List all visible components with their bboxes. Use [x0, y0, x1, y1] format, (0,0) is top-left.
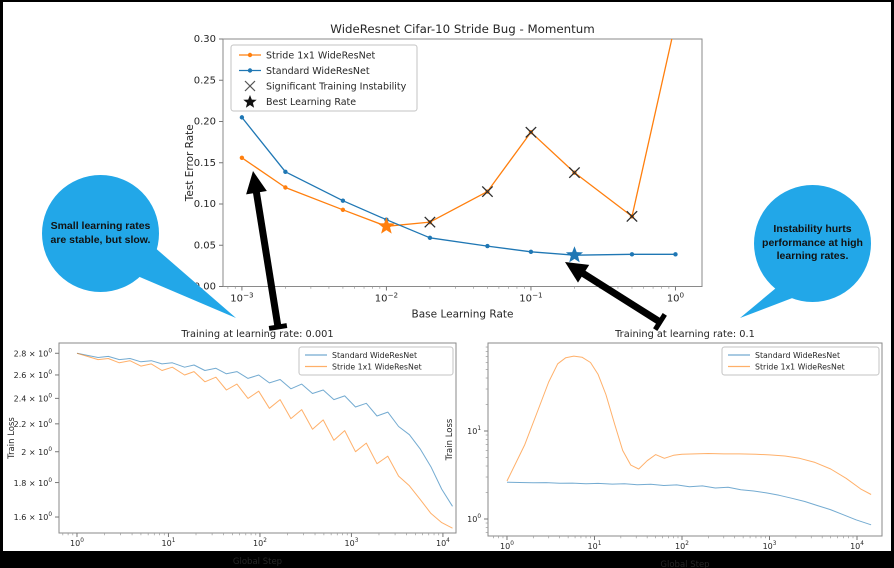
svg-text:2.2 × 100: 2.2 × 100 [14, 419, 53, 429]
series-line [241, 116, 676, 256]
svg-text:102: 102 [253, 538, 267, 548]
chart-title: WideResnet Cifar-10 Stride Bug - Momentu… [330, 22, 594, 36]
annotation-arrow-left [246, 171, 288, 331]
star-marker [377, 217, 395, 234]
data-point [340, 207, 346, 212]
bubble-tail-left [128, 246, 236, 318]
data-point [283, 185, 288, 190]
svg-text:102: 102 [675, 541, 689, 551]
annotation-bubble-left: Small learning rates are stable, but slo… [42, 175, 159, 292]
bubble-text-line: performance at high [762, 236, 863, 249]
legend-label: Stride 1x1 WideResNet [266, 50, 376, 61]
bubble-text-line: Instability hurts [773, 223, 852, 236]
x-marker [244, 80, 256, 92]
svg-text:10−2: 10−2 [375, 291, 398, 305]
data-point [239, 155, 245, 160]
svg-text:101: 101 [467, 426, 481, 436]
legend-label: Stride 1x1 WideResNet [332, 362, 422, 371]
annotation-bubble-right: Instability hurts performance at high le… [754, 185, 871, 302]
svg-text:104: 104 [436, 538, 450, 548]
chart-title: Training at learning rate: 0.001 [180, 329, 333, 340]
bubble-tail-right [740, 288, 795, 318]
chart-title: Training at learning rate: 0.1 [614, 329, 755, 340]
bubble-text-line: are stable, but slow. [50, 233, 151, 246]
star-marker [565, 246, 583, 263]
series-line [241, 39, 673, 227]
svg-text:1.6 × 100: 1.6 × 100 [14, 512, 53, 522]
data-point [485, 243, 490, 249]
annotation-arrow-right [565, 262, 667, 331]
legend-box [721, 346, 880, 376]
legend-box [298, 346, 454, 376]
svg-text:100: 100 [70, 538, 84, 548]
svg-text:100: 100 [467, 514, 481, 524]
svg-text:2.4 × 100: 2.4 × 100 [14, 394, 53, 404]
series-line [506, 355, 872, 495]
svg-text:0.10: 0.10 [194, 199, 216, 210]
svg-text:101: 101 [162, 538, 176, 548]
svg-text:0.30: 0.30 [194, 34, 216, 45]
chart-bl: 100 101 102 103 104 2.8 × 100 2.6 × 100 2.4 × 1… [7, 329, 457, 567]
svg-text:0.15: 0.15 [194, 158, 216, 169]
x-axis-label: Base Learning Rate [412, 309, 514, 321]
data-point [239, 115, 245, 120]
legend-label: Standard WideResNet [755, 351, 840, 360]
legend-label: Standard WideResNet [332, 351, 417, 360]
svg-text:100: 100 [667, 291, 685, 305]
legend-label: Standard WideResNet [266, 66, 370, 77]
x-marker [525, 126, 537, 138]
x-axis-label: Global Step [660, 560, 709, 568]
svg-text:0.20: 0.20 [194, 117, 216, 128]
svg-text:10−1: 10−1 [519, 291, 542, 305]
axes-box [58, 342, 457, 534]
data-point [283, 169, 288, 175]
svg-text:10−3: 10−3 [230, 291, 253, 305]
bubble-text-line: learning rates. [776, 250, 849, 263]
chart-top: 10−3 10−2 10−1 100 0.00 0.05 0.10 0.15 0.20 0.25 0… [184, 22, 703, 321]
svg-text:0.25: 0.25 [194, 75, 216, 86]
data-point [528, 249, 534, 255]
series-line [506, 481, 872, 526]
bubble-text-line: Small learning rates [50, 219, 151, 232]
svg-text:101: 101 [588, 541, 602, 551]
legend-label: Stride 1x1 WideResNet [755, 362, 845, 371]
svg-text:103: 103 [763, 541, 777, 551]
series-line [76, 352, 453, 507]
star-marker [243, 95, 257, 108]
svg-text:2 × 100: 2 × 100 [21, 447, 52, 457]
svg-text:0.00: 0.00 [194, 282, 216, 293]
svg-text:2.6 × 100: 2.6 × 100 [14, 370, 53, 380]
svg-text:104: 104 [850, 541, 864, 551]
x-marker [424, 216, 436, 228]
x-marker [568, 166, 581, 179]
y-axis-label: Test Error Rate [184, 124, 196, 202]
svg-text:1.8 × 100: 1.8 × 100 [14, 478, 53, 488]
x-axis-label: Global Step [233, 557, 282, 567]
data-point [340, 198, 346, 203]
svg-text:2.8 × 100: 2.8 × 100 [14, 348, 53, 358]
legend-label: Best Learning Rate [266, 97, 356, 108]
data-point [673, 252, 678, 257]
x-marker [626, 210, 638, 223]
chart-br: 100 101 102 103 104 100 101 Training at learnin… [445, 329, 883, 568]
data-point [629, 252, 635, 257]
series-line [76, 352, 453, 529]
svg-text:100: 100 [500, 541, 514, 551]
y-axis-label: Train Loss [7, 417, 17, 460]
legend-box [230, 44, 418, 112]
legend-label: Significant Training Instability [266, 81, 407, 92]
data-point [427, 235, 433, 241]
svg-text:103: 103 [345, 538, 359, 548]
y-axis-label: Train Loss [445, 418, 455, 461]
x-marker [481, 185, 494, 198]
bubble-tails [128, 246, 795, 318]
svg-text:0.05: 0.05 [194, 240, 216, 251]
